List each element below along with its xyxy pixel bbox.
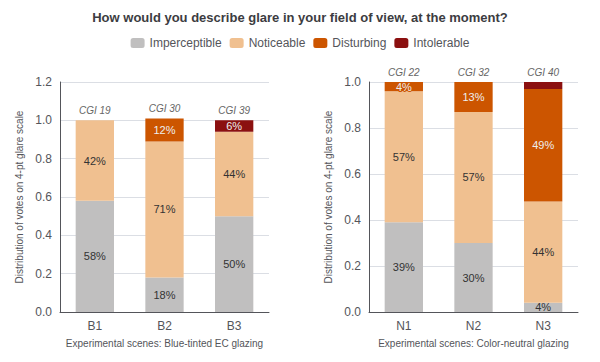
svg-text:1.0: 1.0 (344, 75, 361, 89)
svg-text:4%: 4% (535, 301, 551, 313)
svg-text:71%: 71% (153, 203, 175, 215)
svg-text:N2: N2 (466, 319, 482, 333)
svg-text:6%: 6% (226, 120, 242, 132)
svg-text:CGI 32: CGI 32 (458, 67, 490, 78)
svg-text:CGI 19: CGI 19 (79, 105, 111, 116)
svg-text:0.6: 0.6 (35, 190, 52, 204)
svg-text:N1: N1 (396, 319, 412, 333)
svg-text:CGI 30: CGI 30 (149, 103, 181, 114)
svg-text:1.0: 1.0 (35, 113, 52, 127)
svg-text:50%: 50% (223, 258, 245, 270)
svg-text:44%: 44% (532, 246, 554, 258)
svg-text:58%: 58% (84, 250, 106, 262)
svg-text:B1: B1 (87, 319, 102, 333)
svg-text:Experimental scenes: Blue-tint: Experimental scenes: Blue-tinted EC glaz… (66, 338, 263, 349)
svg-text:CGI 22: CGI 22 (388, 67, 420, 78)
svg-text:13%: 13% (462, 91, 484, 103)
svg-text:0.8: 0.8 (35, 152, 52, 166)
svg-text:57%: 57% (393, 151, 415, 163)
svg-text:B3: B3 (227, 319, 242, 333)
svg-text:0.0: 0.0 (344, 305, 361, 319)
svg-text:42%: 42% (84, 155, 106, 167)
svg-text:0.6: 0.6 (344, 167, 361, 181)
svg-text:Noticeable: Noticeable (249, 36, 306, 50)
svg-text:Experimental scenes: Color-neu: Experimental scenes: Color-neutral glazi… (378, 338, 569, 349)
svg-text:0.4: 0.4 (35, 228, 52, 242)
svg-text:1.2: 1.2 (35, 75, 52, 89)
svg-text:44%: 44% (223, 168, 245, 180)
svg-text:Distribution of votes on 4-pt: Distribution of votes on 4-pt glare scal… (14, 110, 25, 283)
svg-text:N3: N3 (535, 319, 551, 333)
svg-text:Intolerable: Intolerable (413, 36, 469, 50)
svg-text:Distribution of votes on 4-pt: Distribution of votes on 4-pt glare scal… (323, 110, 334, 283)
svg-text:CGI 39: CGI 39 (218, 105, 250, 116)
svg-text:CGI 40: CGI 40 (527, 67, 559, 78)
svg-text:30%: 30% (462, 272, 484, 284)
svg-text:0.2: 0.2 (35, 267, 52, 281)
svg-text:Imperceptible: Imperceptible (150, 36, 222, 50)
svg-text:0.0: 0.0 (35, 305, 52, 319)
svg-text:Disturbing: Disturbing (332, 36, 386, 50)
svg-text:49%: 49% (532, 139, 554, 151)
svg-text:0.8: 0.8 (344, 121, 361, 135)
svg-text:12%: 12% (153, 124, 175, 136)
svg-text:B2: B2 (157, 319, 172, 333)
svg-text:57%: 57% (462, 171, 484, 183)
svg-text:0.2: 0.2 (344, 259, 361, 273)
svg-text:18%: 18% (153, 289, 175, 301)
svg-text:4%: 4% (396, 81, 412, 93)
svg-text:0.4: 0.4 (344, 213, 361, 227)
svg-text:How would you describe glare i: How would you describe glare in your fie… (92, 10, 508, 25)
svg-text:39%: 39% (393, 261, 415, 273)
